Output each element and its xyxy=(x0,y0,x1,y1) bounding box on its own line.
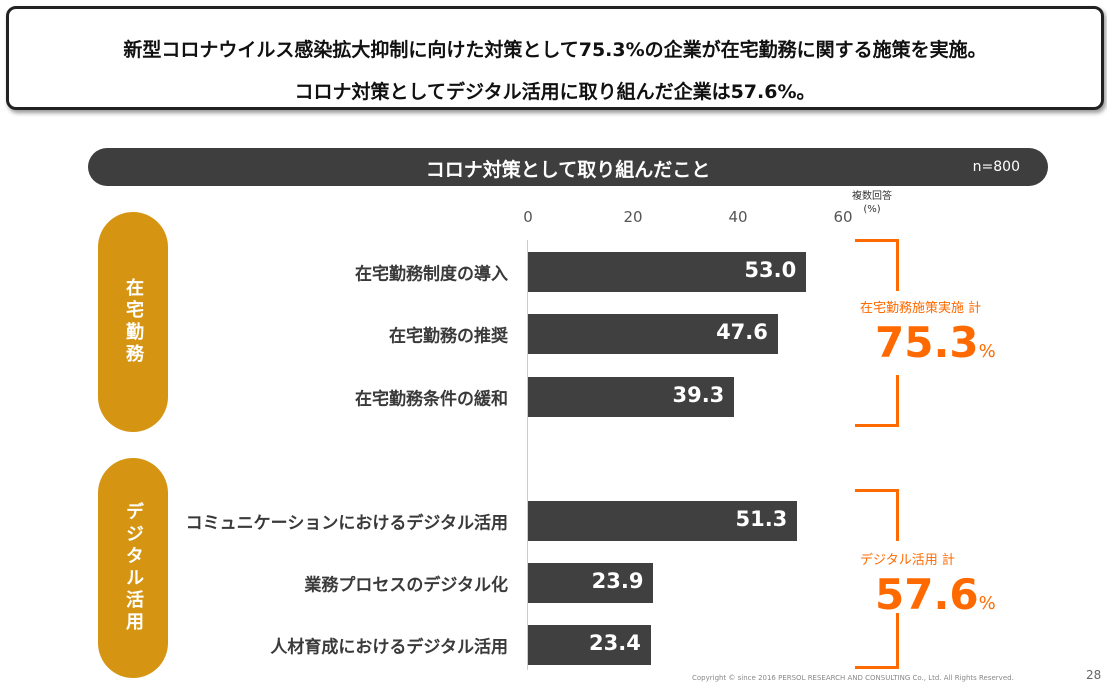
bar: 47.6 xyxy=(528,314,778,354)
group-label-digital: デジタル活用 xyxy=(98,458,168,678)
bar: 23.4 xyxy=(528,625,651,665)
page-number: 28 xyxy=(1086,668,1102,682)
headline-line2: コロナ対策としてデジタル活用に取り組んだ企業は57.6%。 xyxy=(294,81,816,103)
copyright: Copyright © since 2016 PERSOL RESEARCH A… xyxy=(692,674,1014,682)
data-label: 23.4 xyxy=(589,631,641,655)
unit-note: 複数回答 (%) xyxy=(852,191,892,215)
bracket-1-top xyxy=(855,239,899,242)
category-label: 人材育成におけるデジタル活用 xyxy=(270,637,508,658)
x-tick-label: 20 xyxy=(623,208,643,226)
data-label: 53.0 xyxy=(744,258,797,282)
telework-total-value: 75.3% xyxy=(875,318,996,367)
data-label: 47.6 xyxy=(716,320,768,344)
group-label-telework: 在宅勤務 xyxy=(98,212,168,432)
category-label: 在宅勤務制度の導入 xyxy=(355,264,508,285)
x-tick-label: 0 xyxy=(523,208,533,226)
bracket-1-upper xyxy=(896,239,899,291)
bracket-2-top xyxy=(855,489,899,492)
bar: 39.3 xyxy=(528,377,735,417)
category-label: 在宅勤務条件の緩和 xyxy=(355,389,508,410)
category-label: 業務プロセスのデジタル化 xyxy=(304,575,508,596)
headline-box: 新型コロナウイルス感染拡大抑制に向けた対策として75.3%の企業が在宅勤務に関す… xyxy=(6,6,1104,110)
category-label: コミュニケーションにおけるデジタル活用 xyxy=(185,513,508,534)
data-label: 39.3 xyxy=(672,383,725,407)
bracket-1-bottom xyxy=(855,424,899,427)
bracket-2-bottom xyxy=(855,666,899,669)
sample-size: n=800 xyxy=(972,159,1020,175)
bar: 23.9 xyxy=(528,563,654,603)
headline-line1: 新型コロナウイルス感染拡大抑制に向けた対策として75.3%の企業が在宅勤務に関す… xyxy=(123,39,987,61)
bracket-2-lower xyxy=(896,613,899,669)
x-tick-label: 40 xyxy=(728,208,748,226)
chart-title: コロナ対策として取り組んだこと xyxy=(425,159,711,181)
bracket-2-upper xyxy=(896,489,899,541)
data-label: 23.9 xyxy=(591,569,644,593)
digital-total-label: デジタル活用 計 xyxy=(860,553,955,568)
bar: 53.0 xyxy=(528,252,807,292)
x-tick-label: 60 xyxy=(833,208,853,226)
y-axis-line xyxy=(527,240,528,670)
bar: 51.3 xyxy=(528,501,798,541)
chart-title-band: コロナ対策として取り組んだこと n=800 xyxy=(88,148,1048,186)
category-label: 在宅勤務の推奨 xyxy=(389,326,508,347)
telework-total-label: 在宅勤務施策実施 計 xyxy=(860,301,982,316)
data-label: 51.3 xyxy=(735,507,788,531)
digital-total-value: 57.6% xyxy=(875,570,996,619)
bracket-1-lower xyxy=(896,375,899,427)
